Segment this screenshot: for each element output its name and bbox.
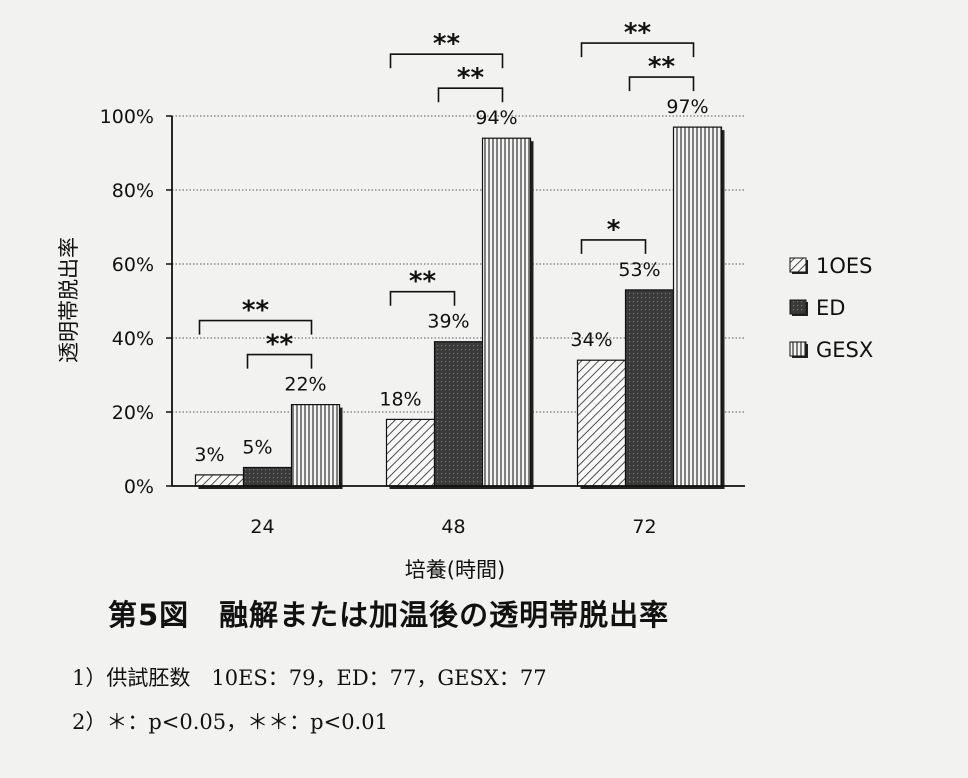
significance-bracket — [246, 353, 313, 369]
significance-label: ** — [266, 330, 294, 360]
bar-1OES-48 — [385, 418, 436, 487]
data-label: 34% — [570, 329, 612, 351]
significance-bracket — [628, 76, 695, 92]
figure-caption: 第5図 融解または加温後の透明帯脱出率 — [108, 598, 670, 632]
legend-label: ED — [816, 296, 845, 320]
data-label: 3% — [194, 444, 224, 466]
x-axis-title: 培養(時間) — [405, 558, 505, 582]
note-significance: 2）＊：p<0.05，＊＊：p<0.01 — [72, 710, 388, 734]
data-label: 94% — [475, 107, 517, 129]
legend-swatch-GESX — [789, 341, 807, 357]
bar-ED-72 — [624, 289, 675, 487]
significance-label: ** — [242, 296, 270, 326]
significance-label: * — [607, 215, 621, 245]
bar-GESX-72 — [672, 126, 723, 487]
significance-bracket — [198, 319, 313, 335]
bar-GESX-48 — [481, 137, 532, 487]
significance-label: ** — [648, 52, 676, 82]
axes: 0% 20% 40% 60% 80% 100% 24 48 72 培養(時間) 透明帯脱出率 — [57, 106, 745, 582]
significance-bracket — [389, 53, 504, 69]
significance-bracket — [580, 42, 695, 58]
significance-bracket — [389, 290, 456, 306]
legend-label: 1OES — [816, 254, 873, 278]
data-label: 97% — [666, 96, 708, 118]
data-label: 18% — [379, 388, 421, 410]
x-tick-label: 24 — [250, 516, 274, 538]
legend: 1OES ED GESX — [789, 254, 873, 362]
legend-swatch-1OES — [789, 257, 807, 273]
y-tick-label: 80% — [112, 180, 154, 202]
bar-ED-24 — [242, 466, 293, 487]
data-label: 5% — [242, 437, 272, 459]
y-tick-label: 20% — [112, 402, 154, 424]
data-label: 53% — [618, 259, 660, 281]
significance-bracket — [437, 87, 504, 103]
bar-ED-48 — [433, 341, 484, 487]
x-tick-label: 48 — [441, 516, 465, 538]
significance-label: ** — [457, 63, 485, 93]
significance-label: ** — [409, 267, 437, 297]
legend-label: GESX — [816, 338, 873, 362]
bar-1OES-24 — [194, 474, 245, 487]
data-label: 39% — [427, 311, 469, 333]
y-axis-title: 透明帯脱出率 — [57, 237, 81, 363]
y-tick-label: 100% — [100, 106, 154, 128]
bar-GESX-24 — [290, 404, 341, 487]
data-label: 22% — [284, 374, 326, 396]
data-labels: 3% 18% 34% 5% 39% 53% 22% 94% 97% — [194, 96, 708, 466]
bar-1OES-72 — [576, 359, 627, 487]
significance-label: ** — [624, 18, 652, 48]
significance-bracket — [580, 239, 647, 254]
legend-swatch-ED — [789, 299, 807, 315]
bars — [194, 126, 725, 489]
y-tick-label: 60% — [112, 254, 154, 276]
significance-label: ** — [433, 29, 461, 59]
note-embryo-count: 1）供試胚数 10ES：79，ED：77，GESX：77 — [72, 666, 547, 690]
significance-brackets: *************** — [198, 18, 695, 369]
y-tick-label: 40% — [112, 328, 154, 350]
y-tick-label: 0% — [124, 476, 154, 498]
x-tick-label: 72 — [632, 516, 656, 538]
